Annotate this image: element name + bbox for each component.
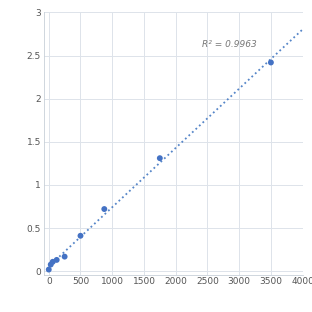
Point <box>78 233 83 238</box>
Point <box>157 156 162 161</box>
Point <box>62 254 67 259</box>
Point <box>48 262 53 267</box>
Point <box>54 257 59 262</box>
Point <box>50 259 55 264</box>
Point <box>268 60 273 65</box>
Point <box>46 267 51 272</box>
Text: R² = 0.9963: R² = 0.9963 <box>202 40 257 49</box>
Point <box>102 207 107 212</box>
